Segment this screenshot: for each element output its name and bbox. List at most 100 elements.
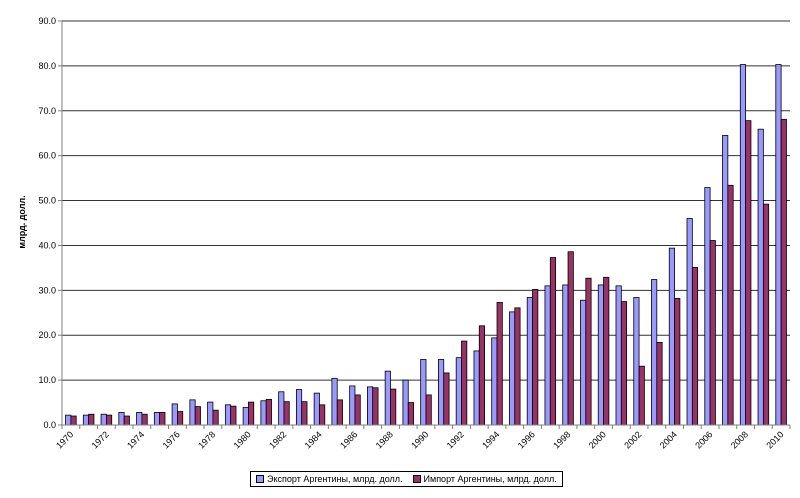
import-bar-1976	[177, 411, 184, 426]
x-tick-label: 1984	[303, 429, 324, 450]
export-bar-1981	[260, 400, 267, 426]
import-bar-2007	[727, 184, 734, 426]
legend-label-import: Импорт Аргентины, млрд. долл.	[423, 474, 557, 484]
legend-item-import: Импорт Аргентины, млрд. долл.	[412, 474, 557, 484]
export-bar-2008	[739, 64, 747, 426]
export-bar-1994	[491, 337, 498, 426]
export-bar-1986	[349, 385, 356, 426]
export-bar-2005	[686, 218, 693, 426]
y-tick-label: 50.0	[38, 196, 56, 206]
import-bar-1971	[88, 413, 95, 426]
y-axis-label: млрд. долл.	[17, 195, 27, 248]
import-bar-1980	[248, 401, 255, 426]
export-bar-1985	[331, 377, 338, 426]
gridlines	[62, 20, 790, 381]
export-bar-1978	[207, 401, 214, 426]
import-bar-2008	[745, 120, 752, 426]
x-tick-label: 1990	[409, 429, 430, 450]
legend-swatch-import	[412, 475, 421, 483]
import-bar-1977	[194, 406, 201, 426]
import-bar-1995	[514, 307, 521, 426]
import-bar-1984	[319, 404, 326, 426]
import-bar-1993	[478, 325, 485, 426]
legend-item-export: Экспорт Аргентины, млрд. долл.	[256, 474, 403, 484]
import-bar-1997	[549, 257, 557, 426]
export-bar-2003	[651, 279, 658, 426]
y-tick-label: 40.0	[38, 240, 56, 250]
export-bar-1975	[153, 412, 161, 426]
export-bar-1989	[402, 379, 409, 426]
export-bar-1977	[189, 399, 196, 426]
export-bar-1973	[118, 412, 125, 426]
x-tick-label: 1972	[90, 429, 111, 450]
import-bar-1979	[230, 405, 237, 426]
import-bar-2009	[762, 203, 770, 426]
import-bar-1975	[159, 412, 166, 426]
y-tick-label: 60.0	[38, 151, 56, 161]
legend: Экспорт Аргентины, млрд. долл. Импорт Ар…	[250, 471, 563, 487]
export-bar-1999	[580, 299, 587, 426]
y-tick-label: 90.0	[38, 16, 56, 26]
x-tick-label: 1980	[232, 429, 253, 450]
import-bar-2003	[656, 342, 663, 426]
x-tick-label: 2006	[693, 429, 714, 450]
export-bar-1992	[455, 357, 462, 426]
import-bar-1978	[212, 409, 219, 426]
export-bar-1995	[509, 311, 516, 426]
import-bar-2006	[709, 240, 716, 426]
export-bar-1996	[526, 297, 533, 426]
x-tick-label: 1998	[551, 429, 572, 450]
x-tick-label: 1994	[480, 429, 501, 450]
export-bar-2010	[775, 64, 782, 426]
import-bar-1998	[567, 251, 574, 426]
export-bar-2007	[722, 135, 729, 426]
import-bar-1974	[141, 413, 148, 426]
export-bar-1982	[278, 391, 285, 426]
import-bar-1988	[390, 388, 397, 426]
x-tick-label: 2008	[729, 429, 750, 450]
export-bar-1997	[544, 285, 551, 426]
legend-swatch-export	[256, 475, 264, 483]
import-bar-1999	[585, 277, 592, 426]
export-bar-1998	[562, 284, 569, 426]
x-tick-label: 1992	[445, 429, 466, 450]
x-tick-label: 1996	[516, 429, 537, 450]
import-bar-1985	[336, 399, 343, 426]
export-bar-2004	[668, 247, 675, 426]
x-tick-label: 1982	[267, 429, 288, 450]
export-bar-1972	[100, 413, 107, 426]
export-bar-2006	[704, 187, 711, 426]
x-tick-label: 1986	[338, 429, 359, 450]
export-bar-1983	[295, 389, 303, 426]
bars	[65, 64, 787, 426]
import-bar-1970	[70, 415, 77, 426]
legend-label-export: Экспорт Аргентины, млрд. долл.	[267, 474, 403, 484]
x-tick-label: 1988	[374, 429, 395, 450]
export-bar-1984	[313, 392, 320, 426]
export-bar-1993	[473, 350, 480, 426]
import-bar-1986	[354, 394, 361, 426]
import-bar-1987	[372, 387, 379, 426]
import-bar-2001	[620, 301, 628, 426]
x-tick-label: 2000	[587, 429, 608, 450]
export-bar-1974	[136, 412, 143, 426]
y-tick-label: 10.0	[38, 375, 56, 385]
import-bar-1992	[461, 340, 468, 426]
y-tick-label: 80.0	[38, 61, 56, 71]
x-tick-label: 2010	[764, 429, 785, 450]
import-bar-1981	[265, 399, 272, 426]
y-tick-label: 70.0	[38, 106, 56, 116]
import-bar-1973	[123, 415, 130, 426]
export-bar-1979	[224, 404, 232, 426]
export-bar-1980	[242, 407, 249, 426]
export-bar-2001	[615, 285, 622, 426]
import-bar-1982	[283, 401, 290, 426]
export-bar-1976	[171, 403, 178, 426]
x-tick-label: 1978	[196, 429, 217, 450]
export-bar-1990	[420, 359, 427, 426]
import-bar-1991	[443, 372, 450, 426]
export-bar-1987	[367, 386, 374, 426]
export-bar-2000	[597, 284, 604, 426]
import-bar-1994	[496, 302, 503, 426]
